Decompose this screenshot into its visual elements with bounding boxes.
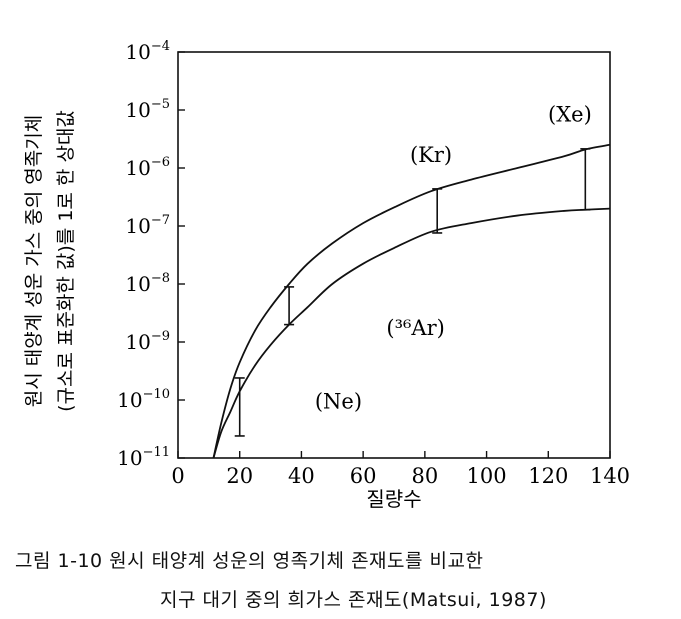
y-tick-label: 10−11 [117,445,170,470]
lower-curve [212,207,611,459]
upper-curve [212,143,611,459]
x-tick-label: 140 [590,464,630,488]
y-tick-label: 10−6 [125,155,170,180]
y-tick-label: 10−9 [125,329,170,354]
chart-labels: 질량수 원시 태양계 성운 가스 중의 영족기체 (규소로 표준화한 값)를 1로 … [23,103,592,511]
element-annotation: (³⁶Ar) [386,316,444,340]
chart-range-bars [234,148,591,437]
element-annotation: (Kr) [410,143,452,167]
x-tick-label: 100 [467,464,507,488]
x-tick-label: 0 [171,464,184,488]
x-tick-label: 40 [288,464,315,488]
y-tick-label: 10−4 [125,39,170,64]
chart: 0 20 40 60 80 100 120 140 10−11 10−10 10−9 10−8 10−7… [23,39,630,511]
element-annotation: (Ne) [315,390,362,414]
plot-frame [177,51,611,459]
y-tick-label: 10−8 [125,271,170,296]
x-tick-label: 20 [226,464,253,488]
y-tick-label: 10−7 [125,213,170,238]
x-tick-label: 80 [411,464,438,488]
y-tick-label: 10−5 [125,97,170,122]
chart-ticks: 0 20 40 60 80 100 120 140 10−11 10−10 10−9 10−8 10−7… [117,39,630,488]
y-axis-label-line: (규소로 표준화한 값)를 1로 한 상대값 [55,110,77,412]
element-annotation: (Xe) [548,103,592,127]
y-axis-label-line: 원시 태양계 성운 가스 중의 영족기체 [23,115,45,407]
y-tick-label: 10−10 [117,387,170,412]
x-axis-label: 질량수 [366,487,421,511]
x-tick-label: 60 [350,464,377,488]
figure-caption-line-1: 그림 1-10 원시 태양계 성운의 영족기체 존재도를 비교한 [15,550,484,572]
chart-series [212,143,611,459]
chart-axes [177,51,611,459]
figure-caption-line-2: 지구 대기 중의 희가스 존재도(Matsui, 1987) [160,589,547,611]
x-tick-label: 120 [528,464,568,488]
